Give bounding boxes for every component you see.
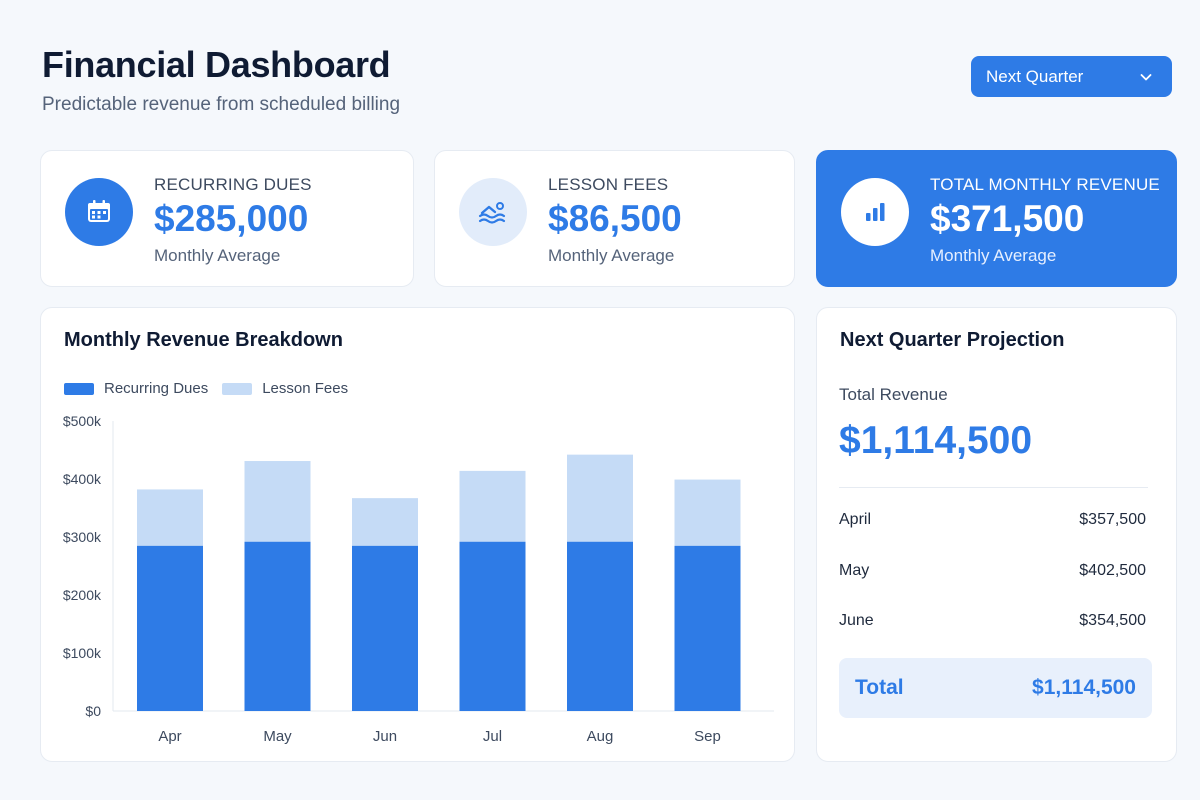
bar-lesson-fees-apr (137, 489, 203, 546)
y-tick-label: $100k (63, 645, 102, 661)
bar-recurring-dues-may (244, 541, 311, 711)
y-tick-label: $500k (63, 413, 102, 429)
x-tick-label: May (263, 728, 292, 745)
x-tick-label: Jul (483, 728, 502, 745)
y-tick-label: $400k (63, 471, 102, 487)
kpi-label: TOTAL MONTHLY REVENUE (930, 175, 1160, 194)
projection-row: June $354,500 (839, 612, 1146, 630)
projection-total-value: $1,114,500 (1032, 676, 1136, 699)
kpi-card-recurring-dues: RECURRING DUES $285,000 Monthly Average (40, 150, 414, 287)
period-select[interactable]: Next Quarter (971, 56, 1172, 97)
projection-card: Next Quarter Projection Total Revenue $1… (816, 307, 1177, 762)
y-tick-label: $200k (63, 587, 102, 603)
kpi-label: LESSON FEES (548, 175, 669, 194)
projection-total: Total $1,114,500 (839, 658, 1152, 718)
projection-row-month: April (839, 511, 872, 528)
page-subtitle: Predictable revenue from scheduled billi… (42, 94, 401, 115)
legend-label: Recurring Dues (104, 380, 209, 397)
kpi-card-total-revenue: TOTAL MONTHLY REVENUE $371,500 Monthly A… (816, 150, 1177, 287)
projection-row: May $402,500 (839, 562, 1146, 580)
revenue-bar-chart: $0 $100k $200k $300k $400k $500k Apr May Jun Jul A… (63, 413, 774, 745)
bar-chart-icon (841, 178, 909, 246)
projection-row: April $357,500 (839, 511, 1146, 529)
bar-recurring-dues-apr (137, 545, 203, 711)
chart-title: Monthly Revenue Breakdown (64, 329, 343, 351)
page-title: Financial Dashboard (42, 44, 391, 85)
chevron-down-icon (1140, 73, 1152, 80)
calendar-icon (65, 178, 133, 246)
revenue-chart-card: $0 $100k $200k $300k $400k $500k Apr May Jun Jul A… (40, 307, 795, 762)
kpi-value: $371,500 (930, 198, 1085, 239)
x-tick-label: Sep (694, 728, 721, 745)
bar-recurring-dues-aug (567, 541, 633, 711)
kpi-value: $86,500 (548, 198, 682, 239)
y-tick-label: $300k (63, 529, 102, 545)
x-tick-label: Apr (158, 728, 181, 745)
kpi-value: $285,000 (154, 198, 309, 239)
legend-swatch (64, 382, 94, 395)
projection-total-label: Total (855, 676, 904, 699)
bar-lesson-fees-aug (567, 454, 633, 542)
projection-row-month: June (839, 612, 874, 629)
projection-row-amount: $354,500 (1079, 612, 1146, 629)
legend-swatch (222, 382, 253, 395)
projection-label: Total Revenue (839, 385, 948, 404)
header: Financial Dashboard Predictable revenue … (42, 44, 400, 116)
bar-recurring-dues-jul (459, 541, 526, 711)
projection-row-amount: $402,500 (1079, 562, 1146, 579)
x-tick-label: Aug (587, 728, 614, 745)
kpi-sub: Monthly Average (154, 246, 281, 265)
legend-item-recurring-dues: Recurring Dues (64, 380, 208, 397)
chart-legend: Recurring Dues Lesson Fees (64, 380, 362, 397)
projection-row-amount: $357,500 (1079, 511, 1146, 528)
projection-row-month: May (839, 562, 870, 579)
bar-lesson-fees-may (244, 461, 311, 542)
swimmer-icon (459, 178, 527, 246)
projection-title: Next Quarter Projection (840, 329, 1065, 351)
y-tick-label: $0 (85, 703, 101, 719)
kpi-sub: Monthly Average (548, 246, 675, 265)
period-select-value: Next Quarter (986, 66, 1084, 86)
divider (839, 487, 1148, 488)
legend-item-lesson-fees: Lesson Fees (222, 380, 348, 397)
x-tick-label: Jun (373, 728, 397, 745)
bar-lesson-fees-jul (459, 470, 526, 542)
kpi-card-lesson-fees: LESSON FEES $86,500 Monthly Average (434, 150, 795, 287)
bar-recurring-dues-sep (674, 545, 741, 711)
projection-value: $1,114,500 (839, 419, 1033, 462)
legend-label: Lesson Fees (262, 380, 349, 397)
bar-lesson-fees-sep (674, 479, 741, 546)
kpi-label: RECURRING DUES (154, 175, 312, 194)
bar-recurring-dues-jun (352, 545, 418, 711)
kpi-sub: Monthly Average (930, 246, 1057, 265)
bar-lesson-fees-jun (352, 498, 418, 546)
